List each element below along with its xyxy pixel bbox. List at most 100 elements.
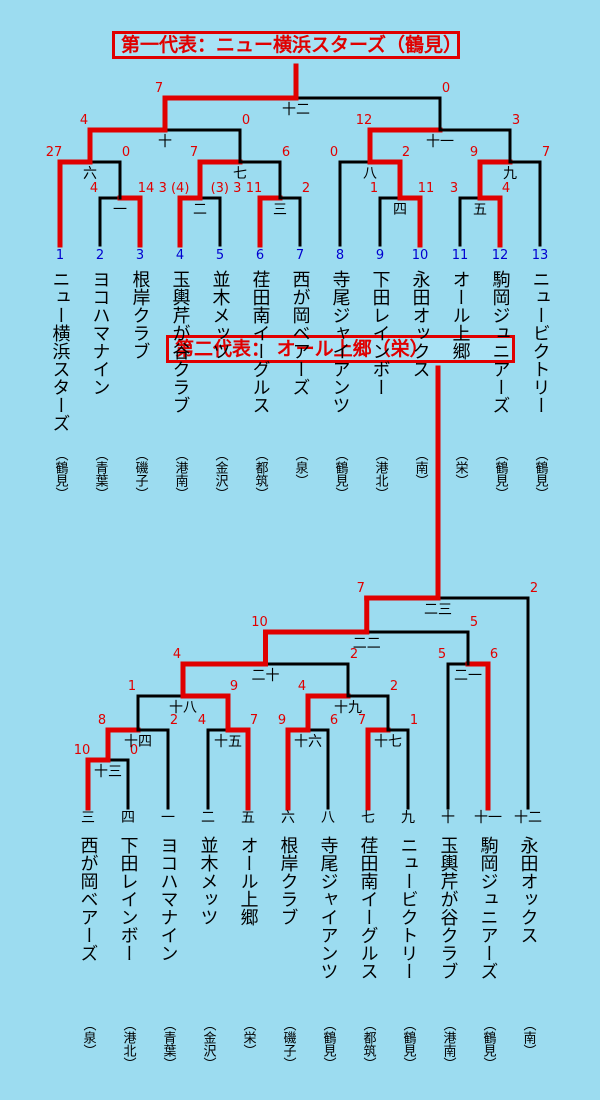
bracket1-team-seed: 6: [256, 248, 264, 263]
bracket2-team-seed: 七: [361, 810, 375, 826]
bracket1-team-area: （鶴見）: [53, 448, 69, 500]
bracket1-team-seed: 8: [336, 248, 344, 263]
bracket2-match-number: 十五: [214, 734, 242, 750]
bracket1-match-number: 九: [503, 166, 517, 182]
bracket2-team-seed: 二: [201, 810, 215, 826]
bracket2-score: 6: [330, 713, 338, 728]
bracket1-score: 7: [542, 145, 550, 160]
bracket2-score: 9: [278, 713, 286, 728]
bracket1-score: 3: [512, 113, 520, 128]
bracket1-team-seed: 9: [376, 248, 384, 263]
bracket2-score: 4: [198, 713, 206, 728]
bracket2-team-seed: 十二: [514, 810, 542, 826]
bracket2-team-name: ヨコハマナイン: [158, 836, 179, 962]
bracket1-team-seed: 10: [412, 248, 429, 263]
bracket2-match-number: 二二: [353, 636, 381, 652]
bracket1-team-area: （港北）: [373, 448, 389, 500]
bracket2-title: 第二代表： オール上郷（栄）: [166, 335, 515, 363]
bracket1-match-number: 一: [113, 202, 127, 218]
bracket1-team-area: （青葉）: [93, 448, 109, 500]
bracket2-match-number: 二十: [252, 668, 280, 684]
bracket1-team-area: （泉）: [293, 448, 309, 487]
bracket1-score: 2: [302, 181, 310, 196]
bracket1-team-area: （鶴見）: [333, 448, 349, 500]
bracket2-team-seed: 五: [241, 810, 255, 826]
bracket2-team-area: （南）: [521, 1018, 537, 1057]
bracket1-score: 4: [90, 181, 98, 196]
bracket2-team-name: 玉輿芹が谷クラブ: [438, 836, 459, 980]
bracket2-team-area: （青葉）: [161, 1018, 177, 1070]
bracket2-team-area: （栄）: [241, 1018, 257, 1057]
bracket1-team-area: （港南）: [173, 448, 189, 500]
bracket1-match-number: 六: [83, 166, 97, 182]
bracket1-score: 7: [190, 145, 198, 160]
bracket1-score: 0: [242, 113, 250, 128]
bracket1-team-name: オール上郷: [450, 270, 471, 360]
bracket1-team-name: 駒岡ジュニアーズ: [490, 270, 511, 414]
bracket1-team-area: （鶴見）: [493, 448, 509, 500]
bracket2-team-area: （鶴見）: [321, 1018, 337, 1070]
bracket1-match-number: 十二: [282, 102, 310, 118]
bracket1-team-name: 玉輿芹が谷クラブ: [170, 270, 191, 414]
bracket2-team-name: オール上郷: [238, 836, 259, 926]
bracket2-team-seed: 十一: [474, 810, 502, 826]
bracket1-match-number: 三: [273, 202, 287, 218]
bracket2-team-area: （磯子）: [281, 1018, 297, 1070]
bracket2-score: 10: [74, 743, 91, 758]
bracket2-team-area: （港北）: [121, 1018, 137, 1070]
bracket2-score: 8: [98, 713, 106, 728]
bracket1-match-number: 十一: [426, 134, 454, 150]
bracket2-score: 0: [130, 743, 138, 758]
bracket1-match-number: 七: [233, 166, 247, 182]
bracket2-score: 7: [357, 581, 365, 596]
bracket1-score: 0: [442, 81, 450, 96]
bracket1-score: 11: [418, 181, 435, 196]
bracket1-team-area: （都筑）: [253, 448, 269, 500]
bracket2-team-name: 西が岡ベアーズ: [78, 836, 99, 962]
bracket1-score: 3: [450, 181, 458, 196]
bracket1-team-name: ヨコハマナイン: [90, 270, 111, 396]
bracket2-team-area: （金沢）: [201, 1018, 217, 1070]
bracket2-team-name: 駒岡ジュニアーズ: [478, 836, 499, 980]
bracket1-team-name: ニュー横浜スターズ: [50, 270, 71, 432]
bracket1-team-name: 永田オックス: [410, 270, 431, 378]
bracket2-team-area: （泉）: [81, 1018, 97, 1057]
bracket2-match-number: 二三: [424, 602, 452, 618]
bracket1-match-number: 四: [393, 202, 407, 218]
bracket2-team-name: 永田オックス: [518, 836, 539, 944]
bracket1-score: 7: [155, 81, 163, 96]
bracket2-team-area: （都筑）: [361, 1018, 377, 1070]
bracket2-team-area: （鶴見）: [401, 1018, 417, 1070]
bracket1-score: (3) 3: [211, 181, 242, 196]
bracket2-team-name: ニュービクトリー: [398, 836, 419, 980]
bracket1-team-name: 寺尾ジャイアンツ: [330, 270, 351, 414]
bracket1-team-seed: 12: [492, 248, 509, 263]
bracket1-team-area: （南）: [413, 448, 429, 487]
bracket2-score: 2: [350, 647, 358, 662]
bracket1-team-name: ニュービクトリー: [530, 270, 551, 414]
bracket1-score: 1: [370, 181, 378, 196]
bracket2-score: 2: [530, 581, 538, 596]
bracket2-score: 9: [230, 679, 238, 694]
bracket2-match-number: 十九: [334, 700, 362, 716]
bracket1-score: 4: [80, 113, 88, 128]
bracket1-team-area: （金沢）: [213, 448, 229, 500]
bracket1-team-seed: 7: [296, 248, 304, 263]
bracket2-team-name: 寺尾ジャイアンツ: [318, 836, 339, 980]
bracket2-team-seed: 六: [281, 810, 295, 826]
bracket1-team-area: （栄）: [453, 448, 469, 487]
bracket1-match-number: 十: [158, 134, 172, 150]
bracket1-team-name: 下田レインボー: [370, 270, 391, 396]
bracket2-team-seed: 九: [401, 810, 415, 826]
bracket2-score: 2: [390, 679, 398, 694]
bracket2-team-seed: 一: [161, 810, 175, 826]
bracket1-score: 0: [330, 145, 338, 160]
bracket2-score: 7: [358, 713, 366, 728]
bracket2-match-number: 十六: [294, 734, 322, 750]
bracket2-score: 4: [298, 679, 306, 694]
bracket1-score: 9: [470, 145, 478, 160]
bracket2-team-seed: 十: [441, 810, 455, 826]
bracket1-score: 2: [402, 145, 410, 160]
bracket1-team-name: 荏田南イーグルス: [250, 270, 271, 414]
bracket1-team-area: （鶴見）: [533, 448, 549, 500]
